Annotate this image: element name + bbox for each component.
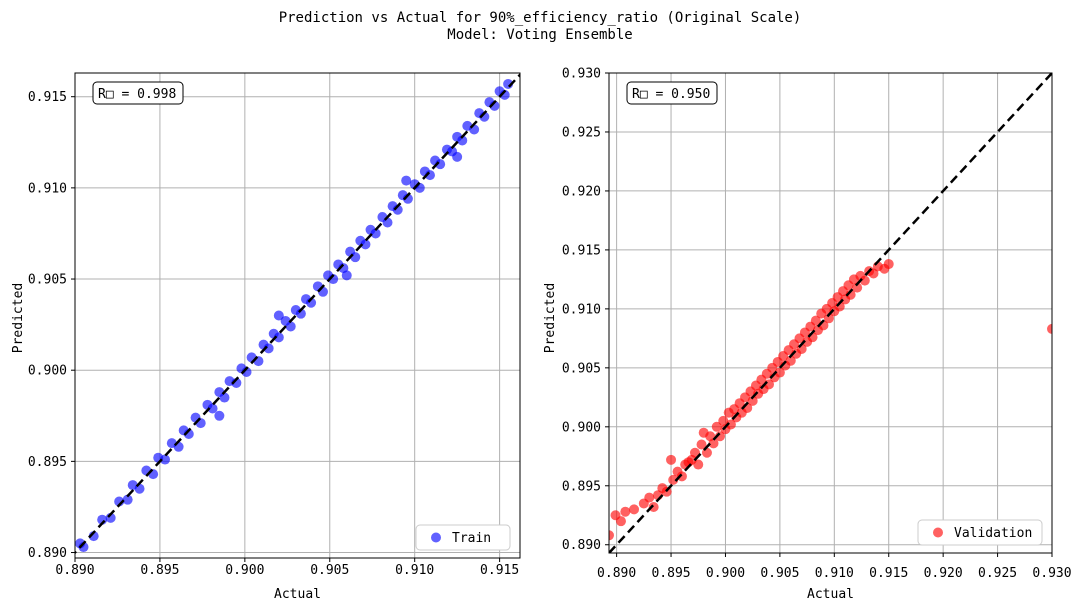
data-point [452, 151, 463, 162]
legend-label: Train [452, 531, 491, 546]
r2-box [92, 81, 184, 105]
y-tick-label: 0.900 [28, 364, 67, 379]
data-point [219, 392, 230, 403]
data-point [273, 332, 284, 343]
data-point [718, 415, 729, 426]
reference-line [609, 73, 1052, 553]
x-axis-label: Actual [807, 587, 854, 602]
data-point [620, 506, 631, 517]
data-point [644, 492, 655, 503]
data-point [1047, 323, 1052, 334]
data-point [160, 454, 171, 465]
x-tick-label: 0.905 [760, 566, 799, 581]
x-tick-label: 0.900 [225, 563, 264, 578]
data-point [668, 474, 679, 485]
data-point [774, 367, 785, 378]
y-tick-label: 0.900 [562, 420, 601, 435]
data-point [285, 321, 296, 332]
y-tick-label: 0.910 [28, 181, 67, 196]
legend-marker [933, 527, 943, 538]
data-point [263, 343, 274, 354]
data-point [609, 530, 614, 541]
y-tick-label: 0.910 [562, 302, 601, 317]
x-tick-label: 0.925 [978, 566, 1017, 581]
y-tick-label: 0.895 [28, 455, 67, 470]
data-point [360, 239, 371, 250]
x-tick-label: 0.905 [310, 563, 349, 578]
r2-box [626, 81, 718, 105]
y-tick-label: 0.890 [562, 538, 601, 553]
data-point [214, 410, 225, 421]
x-tick-label: 0.895 [651, 566, 690, 581]
data-point [207, 403, 218, 414]
x-tick-label: 0.915 [869, 566, 908, 581]
r2-text: R□ = 0.998 [98, 87, 176, 102]
data-point [401, 175, 412, 186]
data-point [696, 439, 707, 450]
validation-panel: 0.890 0.895 0.900 0.905 0.910 0.915 0.920 0.925… [543, 67, 1072, 603]
data-point [615, 516, 626, 527]
y-tick-label: 0.905 [562, 361, 601, 376]
reference-line [75, 73, 520, 555]
y-tick-label: 0.920 [562, 184, 601, 199]
figure-subtitle: Model: Voting Ensemble [447, 27, 633, 43]
x-tick-label: 0.920 [924, 566, 963, 581]
figure-title: Prediction vs Actual for 90%_efficiency_… [278, 10, 802, 26]
y-tick-label: 0.925 [562, 125, 601, 140]
data-point [708, 438, 719, 449]
data-point [629, 504, 640, 515]
data-point [823, 313, 834, 324]
y-tick-label: 0.915 [562, 243, 601, 258]
x-tick-label: 0.910 [815, 566, 854, 581]
plot-frame [608, 72, 1053, 554]
train-panel: 0.890 0.895 0.900 0.905 0.910 0.915 0.890 0.895… [11, 72, 521, 602]
x-tick-label: 0.890 [55, 563, 94, 578]
data-point [689, 447, 700, 458]
data-point [122, 494, 133, 505]
x-tick-label: 0.910 [395, 563, 434, 578]
x-tick-label: 0.900 [706, 566, 745, 581]
x-tick-label: 0.890 [597, 566, 636, 581]
y-axis-label: Predicted [543, 283, 558, 353]
y-tick-label: 0.890 [28, 546, 67, 561]
data-point [852, 282, 863, 293]
legend: Validation [917, 519, 1043, 546]
legend-label: Validation [954, 526, 1032, 541]
y-axis-label: Predicted [11, 283, 26, 353]
data-point [648, 502, 659, 513]
y-tick-label: 0.895 [562, 479, 601, 494]
data-point [725, 419, 736, 430]
data-point [666, 454, 677, 465]
data-point [711, 421, 722, 432]
y-tick-label: 0.915 [28, 90, 67, 105]
x-tick-label: 0.930 [1032, 566, 1071, 581]
data-point [370, 228, 381, 239]
x-tick-label: 0.915 [480, 563, 519, 578]
r2-annotation: R□ = 0.998 [92, 81, 184, 105]
data-point [883, 259, 894, 270]
series-validation [609, 259, 1052, 541]
data-point [676, 471, 687, 482]
data-point [810, 315, 821, 326]
data-point [457, 135, 468, 146]
legend-marker [431, 532, 441, 543]
y-tick-label: 0.930 [562, 67, 601, 82]
plot-frame [74, 72, 521, 559]
r2-annotation: R□ = 0.950 [626, 81, 718, 105]
legend: Train [415, 524, 511, 551]
x-axis-label: Actual [274, 587, 321, 602]
legend-box [917, 519, 1043, 546]
data-point [747, 395, 758, 406]
r2-text: R□ = 0.950 [632, 87, 710, 102]
x-tick-label: 0.895 [140, 563, 179, 578]
legend-box [415, 524, 511, 551]
data-point [273, 310, 284, 321]
y-tick-label: 0.905 [28, 273, 67, 288]
data-point [341, 270, 352, 281]
data-point [693, 459, 704, 470]
data-point [785, 355, 796, 366]
data-point [859, 275, 870, 286]
